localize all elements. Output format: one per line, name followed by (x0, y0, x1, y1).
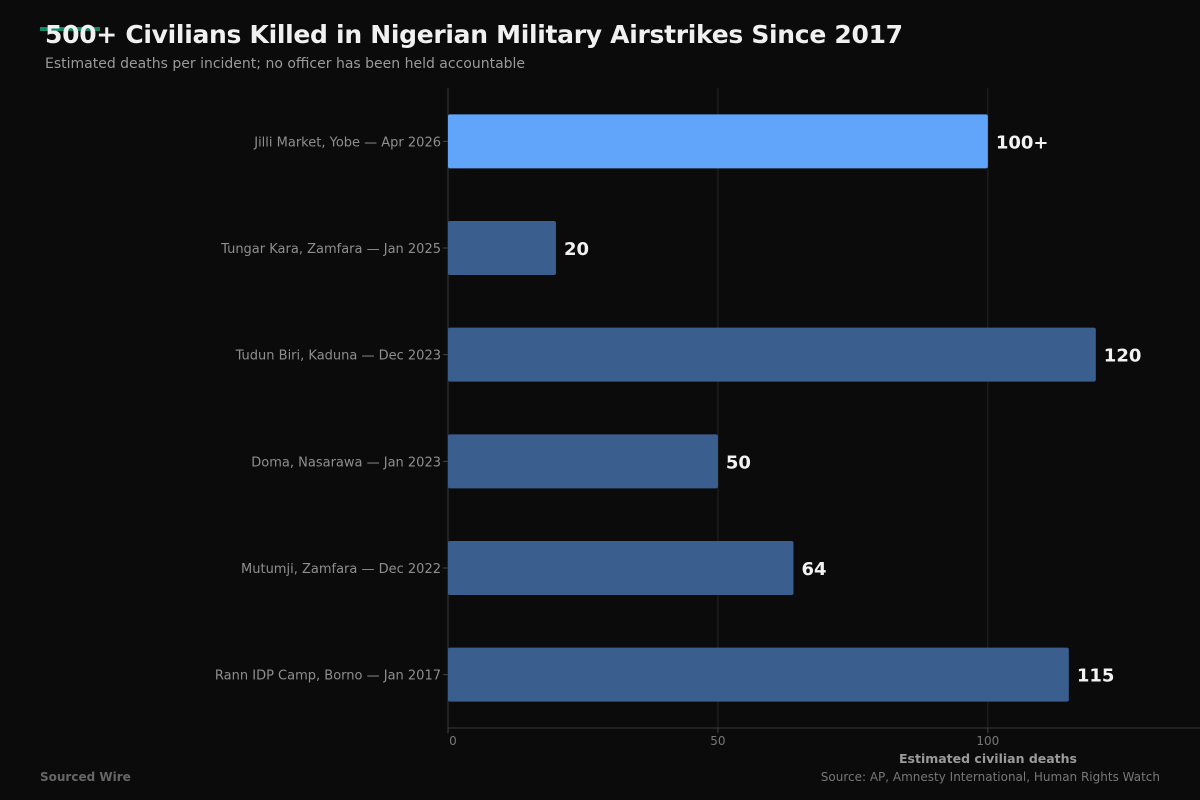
bar (448, 221, 556, 275)
chart-subtitle: Estimated deaths per incident; no office… (45, 56, 526, 72)
x-axis-label: Estimated civilian deaths (899, 751, 1077, 766)
category-label: Tudun Biri, Kaduna — Dec 2023 (235, 349, 441, 364)
bar (448, 647, 1069, 702)
title-accent-bar (40, 27, 100, 31)
data-label: 115 (1077, 666, 1115, 687)
bar (448, 434, 718, 489)
bar (448, 541, 794, 595)
bar (448, 327, 1096, 382)
x-tick-label: 100 (976, 734, 999, 748)
brand-label: Sourced Wire (40, 770, 131, 784)
category-label: Rann IDP Camp, Borno — Jan 2017 (215, 669, 441, 684)
data-label: 20 (564, 239, 589, 260)
chart-title: 500+ Civilians Killed in Nigerian Milita… (45, 20, 903, 49)
category-label: Tungar Kara, Zamfara — Jan 2025 (220, 242, 441, 257)
x-tick-label: 0 (449, 734, 457, 748)
data-label: 64 (801, 559, 826, 580)
data-label: 50 (726, 452, 751, 473)
x-tick-label: 50 (710, 734, 725, 748)
category-label: Doma, Nasarawa — Jan 2023 (251, 455, 441, 470)
source-note: Source: AP, Amnesty International, Human… (820, 770, 1160, 784)
data-label: 100+ (996, 132, 1049, 153)
category-label: Mutumji, Zamfara — Dec 2022 (241, 562, 441, 577)
data-label: 120 (1104, 346, 1142, 367)
bar (448, 114, 988, 169)
category-label: Jilli Market, Yobe — Apr 2026 (253, 135, 441, 150)
